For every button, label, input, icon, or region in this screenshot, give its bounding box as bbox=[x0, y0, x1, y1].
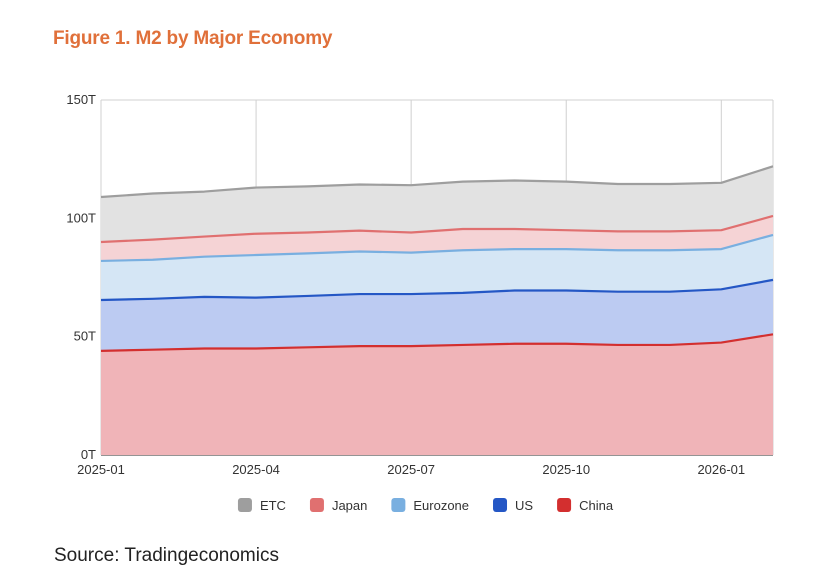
legend-swatch-etc bbox=[237, 498, 252, 512]
line-eurozone bbox=[100, 233, 774, 263]
source-note: Source: Tradingeconomics bbox=[54, 545, 279, 566]
y-tick-label: 0T bbox=[81, 447, 96, 462]
line-etc bbox=[100, 165, 774, 199]
area-china bbox=[101, 334, 773, 455]
stacked-area-chart: 0T 50T 100T 150T 2025-01 2025-04 2025-07 2025-1… bbox=[66, 92, 774, 513]
axes: 0T 50T 100T 150T 2025-01 2025-04 2025-07 2025-1… bbox=[66, 92, 745, 477]
chart-title: Figure 1. M2 by Major Economy bbox=[53, 28, 333, 49]
line-china bbox=[100, 333, 774, 352]
legend-swatch-us bbox=[493, 498, 508, 512]
legend-label-etc: ETC bbox=[260, 498, 286, 513]
y-tick-label: 150T bbox=[66, 92, 96, 107]
legend-swatch-japan bbox=[309, 498, 324, 512]
legend-label-china: China bbox=[579, 498, 614, 513]
legend-label-eurozone: Eurozone bbox=[413, 498, 469, 513]
area-etc bbox=[101, 166, 773, 242]
legend-label-us: US bbox=[515, 498, 533, 513]
line-japan bbox=[100, 214, 774, 244]
area-layers bbox=[101, 166, 773, 455]
x-tick-label: 2025-01 bbox=[77, 462, 125, 477]
area-eurozone bbox=[101, 234, 773, 300]
x-tick-label: 2025-10 bbox=[542, 462, 590, 477]
y-tick-label: 100T bbox=[66, 210, 96, 225]
legend-label-japan: Japan bbox=[332, 498, 367, 513]
legend: ETC Japan Eurozone US China bbox=[237, 498, 614, 513]
legend-swatch-eurozone bbox=[391, 498, 406, 512]
legend-swatch-china bbox=[557, 498, 572, 512]
y-tick-label: 50T bbox=[74, 329, 96, 344]
series-lines bbox=[100, 165, 774, 352]
x-tick-label: 2025-04 bbox=[232, 462, 280, 477]
line-us bbox=[100, 278, 774, 302]
x-tick-label: 2026-01 bbox=[697, 462, 745, 477]
x-tick-label: 2025-07 bbox=[387, 462, 435, 477]
